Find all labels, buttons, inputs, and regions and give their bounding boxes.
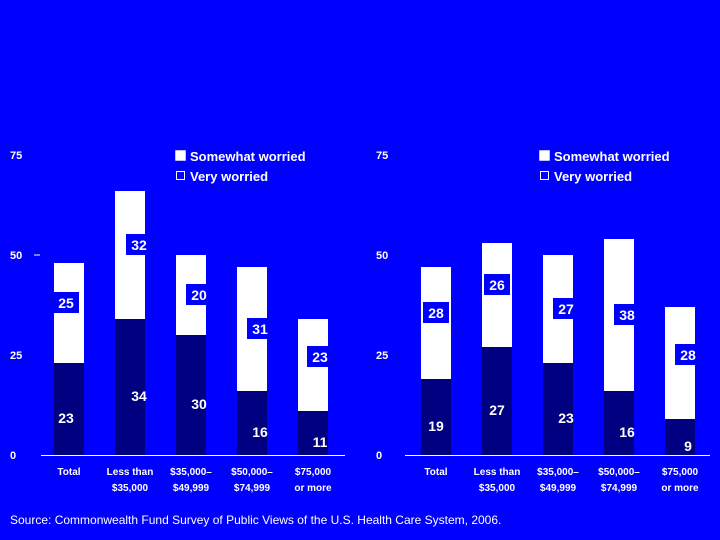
- data-label-very: 20: [191, 287, 207, 303]
- data-label-very: 27: [558, 301, 574, 317]
- legend-label: Somewhat worried: [190, 149, 306, 164]
- y-tick-label: 75: [10, 150, 22, 162]
- y-tick-label: 25: [376, 350, 388, 362]
- y-tick-label: 75: [376, 150, 388, 162]
- y-tick-label: 25: [10, 350, 22, 362]
- data-label-very: 31: [252, 321, 268, 337]
- data-label-very: 38: [619, 307, 635, 323]
- data-label-very: 25: [58, 295, 74, 311]
- data-label-box: [247, 318, 273, 339]
- data-label-very: 32: [131, 237, 147, 253]
- legend-label: Somewhat worried: [554, 149, 670, 164]
- x-category-label: $75,000: [295, 467, 332, 478]
- data-label-somewhat: 11: [313, 434, 328, 450]
- data-label-somewhat: 30: [191, 396, 207, 412]
- x-category-label: Less than: [107, 467, 154, 478]
- legend-swatch-inner: [541, 172, 548, 179]
- data-label-somewhat: 16: [252, 424, 268, 440]
- x-category-label: $75,000: [662, 467, 699, 478]
- bar-somewhat-worried: [115, 319, 145, 455]
- data-label-very: 28: [428, 305, 444, 321]
- data-label-box: [423, 302, 449, 323]
- bar-somewhat-worried: [298, 411, 328, 455]
- x-category-label: Less than: [474, 467, 521, 478]
- legend: Somewhat worried Very worried: [539, 149, 670, 184]
- x-category-label: or more: [661, 483, 699, 494]
- data-label-box: [126, 234, 152, 255]
- y-tick-label: 50: [376, 250, 388, 262]
- x-category-label: $50,000–: [598, 467, 640, 478]
- x-category-label: $50,000–: [231, 467, 273, 478]
- data-label-box: [614, 304, 640, 325]
- data-label-somewhat: 19: [428, 418, 444, 434]
- y-tick-label: 0: [10, 450, 16, 462]
- data-label-box: [307, 346, 333, 367]
- data-label-somewhat: 27: [489, 402, 505, 418]
- x-category-label: Total: [424, 467, 447, 478]
- data-label-somewhat: 16: [619, 424, 635, 440]
- data-label-very: 23: [312, 349, 328, 365]
- bar-somewhat-worried: [421, 379, 451, 455]
- y-tick-label: 50: [10, 250, 22, 262]
- data-label-box: [484, 274, 510, 295]
- x-category-label: $35,000: [112, 483, 149, 494]
- data-label-box: [675, 344, 701, 365]
- chart-1: 0 25 50 75 23 25 Total 34 32 Less than $35,000 30 20…: [10, 149, 345, 494]
- legend-swatch-fill: [176, 151, 185, 160]
- x-category-label: $35,000–: [537, 467, 579, 478]
- data-label-somewhat: 34: [131, 388, 147, 404]
- x-category-label: $49,999: [173, 483, 210, 494]
- y-tick-label: 0: [376, 450, 382, 462]
- data-label-somewhat: 23: [58, 410, 74, 426]
- legend: Somewhat worried Very worried: [175, 149, 306, 184]
- source-note: Source: Commonwealth Fund Survey of Publ…: [10, 513, 502, 527]
- bar-somewhat-worried: [176, 335, 206, 455]
- x-category-label: Total: [57, 467, 80, 478]
- bar-somewhat-worried: [665, 419, 695, 455]
- x-category-label: $74,999: [601, 483, 638, 494]
- chart-2: 0 25 50 75 19 28 Total 27 26 Less than $35,000 23 27…: [376, 149, 710, 494]
- data-label-very: 28: [680, 347, 696, 363]
- bar-somewhat-worried: [54, 363, 84, 455]
- x-category-label: $35,000: [479, 483, 516, 494]
- x-category-label: or more: [294, 483, 332, 494]
- legend-swatch-fill: [540, 151, 549, 160]
- legend-label: Very worried: [554, 169, 632, 184]
- x-category-label: $74,999: [234, 483, 271, 494]
- legend-swatch-inner: [177, 172, 184, 179]
- data-label-box: [186, 284, 212, 305]
- data-label-box: [553, 298, 579, 319]
- data-label-very: 26: [489, 277, 505, 293]
- bar-somewhat-worried: [482, 347, 512, 455]
- x-category-label: $49,999: [540, 483, 577, 494]
- data-label-box: [53, 292, 79, 313]
- bar-somewhat-worried: [543, 363, 573, 455]
- bar-somewhat-worried: [237, 391, 267, 455]
- data-label-somewhat: 23: [558, 410, 574, 426]
- data-label-somewhat: 9: [684, 438, 692, 454]
- bar-somewhat-worried: [604, 391, 634, 455]
- x-category-label: $35,000–: [170, 467, 212, 478]
- legend-label: Very worried: [190, 169, 268, 184]
